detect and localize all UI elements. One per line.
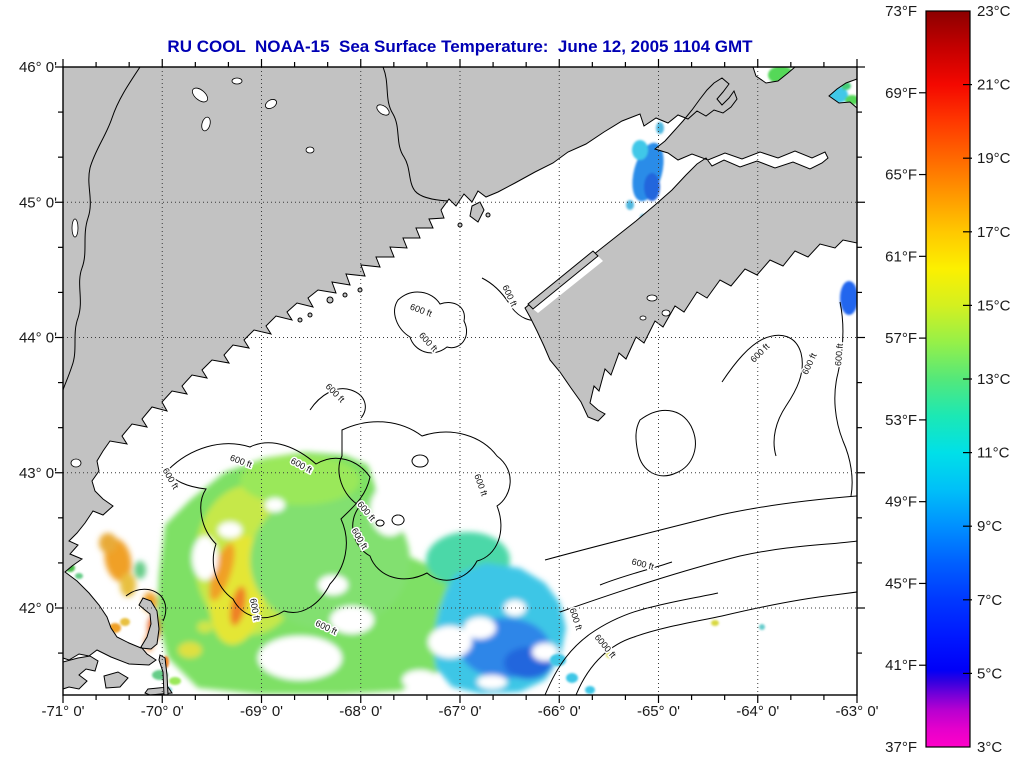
colorbar-c-label: 9°C (977, 518, 1002, 535)
quebec-border (63, 67, 141, 391)
lon-tick-label: -63° 0' (835, 703, 878, 720)
island-marthas-vineyard (103, 671, 129, 689)
land-masses (63, 67, 857, 695)
colorbar-f-label: 69°F (885, 85, 917, 102)
lon-tick-label: -64° 0' (736, 703, 779, 720)
sst-color-field (99, 452, 566, 694)
southeast-mass (63, 655, 99, 690)
colorbar-c-label: 3°C (977, 739, 1002, 756)
small-island (485, 212, 491, 218)
lakes (70, 77, 671, 468)
colorbar-f-label: 53°F (885, 412, 917, 429)
lat-tick-label: 45° 0' (19, 194, 57, 211)
lon-tick-label: -69° 0' (240, 703, 283, 720)
colorbar-c-label: 7°C (977, 592, 1002, 609)
colorbar-c-label: 17°C (977, 224, 1011, 241)
colorbar-c-label: 21°C (977, 77, 1011, 94)
small-island (307, 312, 313, 318)
lat-tick-label: 44° 0' (19, 330, 57, 347)
colorbar-f-label: 73°F (885, 3, 917, 20)
lon-tick-label: -71° 0' (41, 703, 84, 720)
colorbar-f-label: 65°F (885, 167, 917, 184)
colorbar-c-label: 13°C (977, 371, 1011, 388)
colorbar-c-label: 11°C (977, 445, 1010, 462)
colorbar-f-label: 45°F (885, 575, 917, 592)
colorbar: 73°F 69°F 65°F 61°F 57°F 53°F 49°F 45°F 41°F 37°F… (885, 3, 1011, 756)
colorbar-f-label: 49°F (885, 494, 917, 511)
island-grand-manan (469, 201, 485, 223)
colorbar-f-label: 57°F (885, 330, 917, 347)
small-island (297, 317, 303, 323)
lat-tick-label: 46° 0' (19, 59, 57, 76)
colorbar-bar (925, 10, 971, 748)
depth-contours (125, 277, 857, 695)
st-croix-border (382, 67, 449, 202)
colorbar-ticks (919, 83, 972, 675)
mainland-coast (63, 67, 857, 666)
lat-tick-label: 42° 0' (19, 600, 57, 617)
lat-tick-label: 43° 0' (19, 465, 57, 482)
plot-title: RU COOL NOAA-15 Sea Surface Temperature:… (167, 37, 753, 56)
colorbar-c-label: 15°C (977, 297, 1011, 314)
colorbar-f-label: 41°F (885, 657, 917, 674)
lon-tick-label: -66° 0' (538, 703, 581, 720)
axis-ticks (55, 59, 865, 703)
lon-tick-label: -68° 0' (339, 703, 382, 720)
depth-contour-label: 600 ft (833, 343, 845, 367)
lon-tick-label: -70° 0' (141, 703, 184, 720)
colorbar-f-label: 61°F (885, 248, 917, 265)
colorbar-c-label: 5°C (977, 665, 1002, 682)
small-island (326, 296, 334, 304)
graticule (63, 67, 857, 695)
monomoy-sliver (158, 654, 169, 695)
digby-neck (527, 250, 599, 310)
lon-tick-label: -65° 0' (637, 703, 680, 720)
axis-labels: -71° 0' -70° 0' -69° 0' -68° 0' -67° 0' -66° … (19, 59, 879, 720)
colorbar-f-label: 37°F (885, 739, 917, 756)
st-marys-bay (533, 256, 603, 313)
small-island (357, 287, 363, 293)
lon-tick-label: -67° 0' (438, 703, 481, 720)
colorbar-c-label: 23°C (977, 3, 1011, 20)
small-island (342, 292, 348, 298)
colorbar-c-label: 19°C (977, 150, 1011, 167)
colorbar-labels: 73°F 69°F 65°F 61°F 57°F 53°F 49°F 45°F 41°F 37°F… (885, 3, 1011, 756)
